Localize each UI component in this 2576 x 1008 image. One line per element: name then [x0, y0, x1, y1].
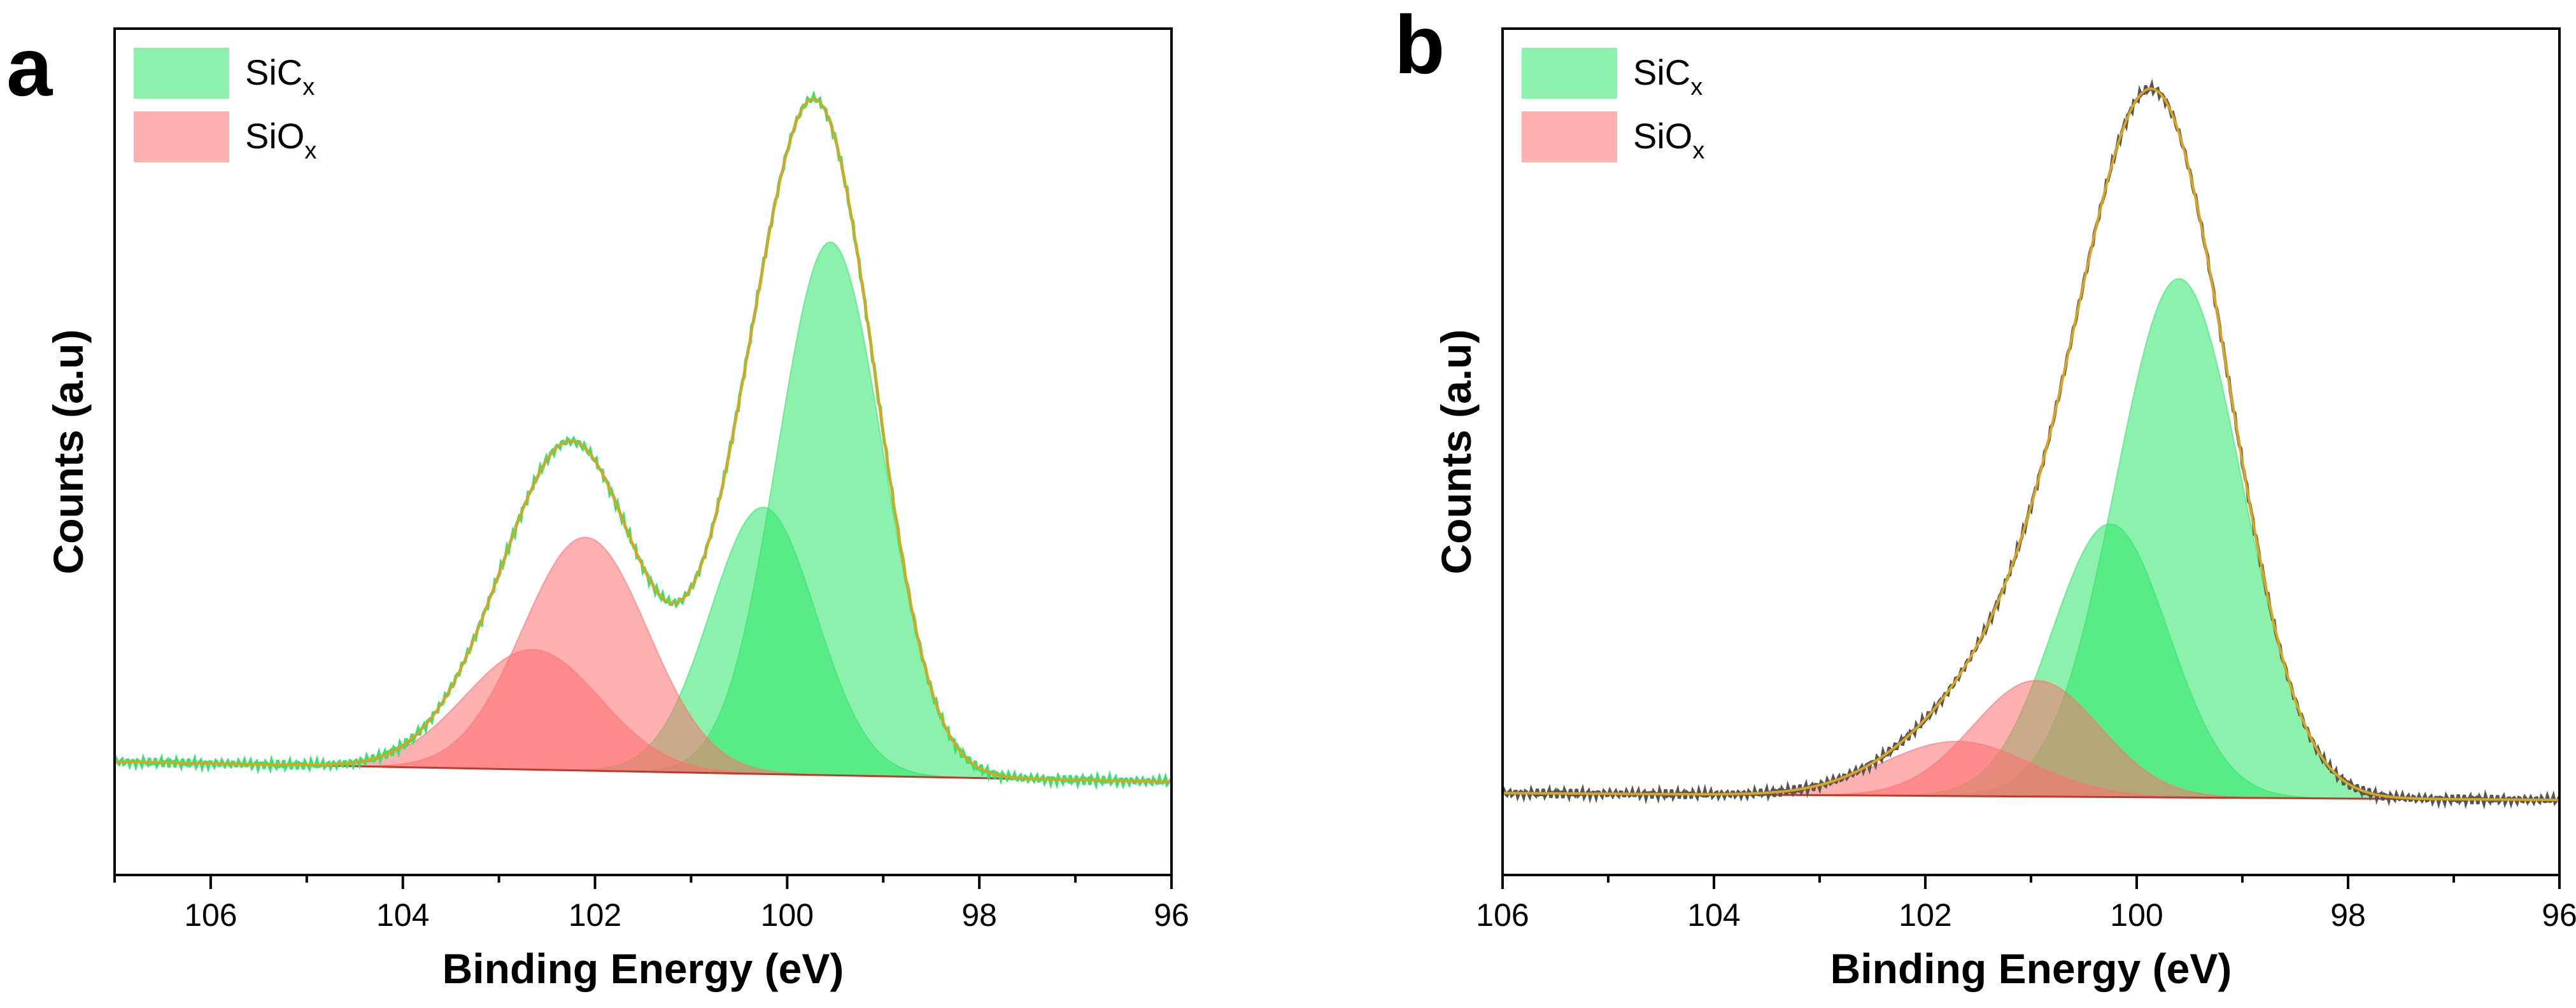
panel-label: b — [1394, 0, 1445, 91]
x-axis-title: Binding Energy (eV) — [442, 945, 844, 992]
y-axis-title: Counts (a.u) — [45, 330, 92, 575]
x-tick-label: 106 — [184, 897, 237, 933]
panel-label: a — [6, 20, 53, 113]
x-tick-label: 100 — [761, 897, 814, 933]
fit-envelope-line — [1503, 87, 2559, 801]
legend-swatch-siox — [134, 111, 229, 162]
fit-envelope-line — [115, 97, 1171, 783]
x-tick-label: 100 — [2110, 897, 2163, 933]
legend-swatch-sicx — [1522, 48, 1617, 99]
legend-label-sicx: SiCx — [245, 52, 315, 101]
x-axis-title: Binding Energy (eV) — [1830, 945, 2232, 992]
raw-data-line — [115, 90, 1171, 790]
x-tick-label: 96 — [1154, 897, 1189, 933]
plot-area — [1503, 78, 2559, 810]
x-tick-label: 98 — [961, 897, 997, 933]
x-tick-label: 102 — [1899, 897, 1951, 933]
legend-label-siox: SiOx — [245, 116, 316, 164]
legend: SiCx SiOx — [1522, 48, 1704, 164]
x-tick-label: 106 — [1476, 897, 1529, 933]
legend-label-siox: SiOx — [1633, 116, 1704, 164]
plot-frame — [113, 27, 1173, 876]
y-axis-title: Counts (a.u) — [1433, 330, 1480, 575]
x-tick-label: 104 — [1687, 897, 1740, 933]
x-tick-label: 98 — [2330, 897, 2366, 933]
panel-a: 106 104 102 100 98 96 Binding Energy (eV) Count… — [6, 20, 1189, 992]
legend-swatch-siox — [1522, 111, 1617, 162]
legend-label-sicx: SiCx — [1633, 52, 1702, 101]
x-tick-label: 96 — [2542, 897, 2576, 933]
legend: SiCx SiOx — [134, 48, 316, 164]
x-tick-label: 102 — [569, 897, 621, 933]
x-tick-label: 104 — [376, 897, 429, 933]
panel-b: 106 104 102 100 98 96 Binding Energy (eV) Count… — [1394, 0, 2576, 992]
plot-area — [115, 90, 1171, 790]
legend-swatch-sicx — [134, 48, 229, 99]
